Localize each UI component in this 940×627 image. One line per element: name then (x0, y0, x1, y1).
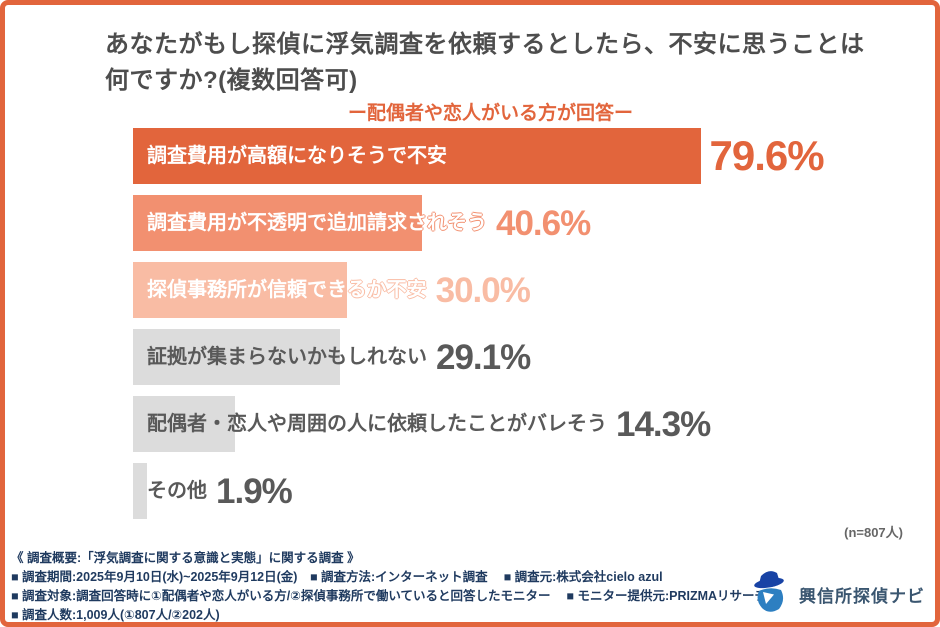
chart-subtitle: ー配偶者や恋人がいる方が回答ー (347, 103, 633, 124)
bar-label: その他 (147, 480, 207, 502)
bar-label: 証拠が集まらないかもしれない (147, 346, 427, 368)
page-title-line1: あなたがもし探偵に浮気調査を依頼するとしたら、不安に思うことは (105, 31, 865, 58)
brand-name: 興信所探偵ナビ (799, 587, 925, 606)
bar-value: 29.1% (436, 337, 531, 377)
bar-value: 14.3% (616, 404, 711, 444)
survey-summary-period: ■ 調査期間:2025年9月10日(水)~2025年9月12日(金) ■ 調査方… (11, 570, 663, 584)
bar-row: 配偶者・恋人や周囲の人に依頼したことがバレそう 14.3% (133, 396, 913, 452)
bar-chart: 調査費用が高額になりそうで不安 79.6% 調査費用が不透明で追加請求されそう 40.… (133, 128, 913, 530)
bar-value: 1.9% (216, 471, 293, 511)
survey-summary-heading: 《 調査概要:「浮気調査に関する意識と実態」に関する調査 》 (11, 551, 360, 565)
survey-summary-target: ■ 調査対象:調査回答時に①配偶者や恋人がいる方/②探偵事務所で働いていると回答… (11, 589, 768, 603)
bar-value: 40.6% (496, 203, 591, 243)
survey-summary-count: ■ 調査人数:1,009人(①807人/②202人) (11, 608, 220, 622)
bar-row: 調査費用が不透明で追加請求されそう 40.6% (133, 195, 913, 251)
detective-icon (749, 570, 791, 619)
bar-row: 探偵事務所が信頼できるか不安 30.0% (133, 262, 913, 318)
page-title-line2: 何ですか?(複数回答可) (105, 67, 358, 94)
bar (133, 463, 147, 519)
bar-label: 探偵事務所が信頼できるか不安 (147, 279, 427, 301)
bar-label: 調査費用が高額になりそうで不安 (147, 145, 447, 167)
bar-row: その他 1.9% (133, 463, 913, 519)
survey-summary: 《 調査概要:「浮気調査に関する意識と実態」に関する調査 》 ■ 調査期間:20… (11, 549, 771, 622)
brand-logo: 興信所探偵ナビ (749, 570, 925, 619)
page-title: あなたがもし探偵に浮気調査を依頼するとしたら、不安に思うことは 何ですか?(複数… (105, 27, 865, 99)
bar-row: 調査費用が高額になりそうで不安 79.6% (133, 128, 913, 184)
bar (133, 396, 235, 452)
bar-label: 配偶者・恋人や周囲の人に依頼したことがバレそう (147, 413, 607, 435)
bar (133, 262, 347, 318)
bar-value: 79.6% (709, 132, 825, 179)
bar (133, 195, 423, 251)
bar (133, 329, 341, 385)
sample-size-note: (n=807人) (844, 525, 903, 540)
bar-row: 証拠が集まらないかもしれない 29.1% (133, 329, 913, 385)
bar (133, 128, 701, 184)
bar-value: 30.0% (435, 270, 531, 310)
bar-label: 調査費用が不透明で追加請求されそう (147, 212, 487, 234)
